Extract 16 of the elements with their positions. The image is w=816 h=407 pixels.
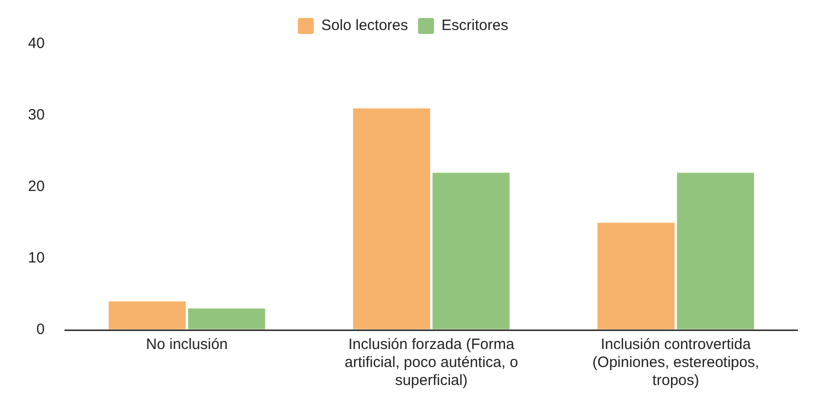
- bar: [598, 222, 675, 330]
- y-tick-label: 10: [28, 250, 45, 267]
- x-tick-label: Inclusión forzada (Forma artificial, poco auténtica, o superficial): [344, 336, 518, 390]
- x-tick-label: No inclusión: [146, 336, 228, 354]
- x-tick-label: Inclusión controvertida (Opiniones, estereotipos, tropos): [592, 336, 760, 390]
- bar: [108, 301, 186, 330]
- y-tick-label: 40: [28, 35, 45, 52]
- y-tick-label: 20: [28, 178, 45, 196]
- bar: [432, 172, 510, 330]
- bar: [188, 308, 266, 330]
- y-tick-label: 0: [36, 321, 45, 338]
- legend-label: Escritores: [442, 17, 508, 34]
- legend-label: Solo lectores: [321, 17, 408, 34]
- bar: [676, 172, 754, 330]
- y-tick-label: 30: [28, 106, 45, 124]
- bar: [353, 108, 430, 330]
